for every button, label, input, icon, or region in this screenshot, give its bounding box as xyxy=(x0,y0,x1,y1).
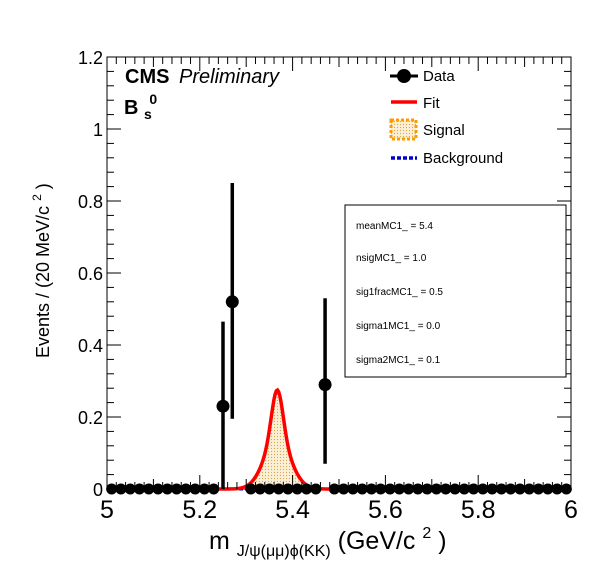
legend-signal-swatch xyxy=(389,118,418,141)
data-point xyxy=(430,483,442,495)
data-point xyxy=(412,483,424,495)
data-point xyxy=(486,483,498,495)
x-axis-title: m J/ψ(μμ)ϕ(KK) (GeV/c 2 ) xyxy=(209,516,447,562)
x-tick-label: 5.2 xyxy=(182,496,217,524)
data-point xyxy=(161,483,173,495)
data-point xyxy=(133,483,145,495)
data-point xyxy=(198,483,210,495)
data-point xyxy=(189,483,201,495)
data-point xyxy=(245,483,257,495)
data-point xyxy=(421,483,433,495)
legend: Data Fit Signal Background xyxy=(389,68,503,167)
x-tick-label: 6 xyxy=(564,496,578,524)
y-tick-label: 1.2 xyxy=(78,48,103,68)
data-point xyxy=(393,483,405,495)
y-tick-label: 0.6 xyxy=(78,264,103,284)
legend-label-signal: Signal xyxy=(423,122,465,139)
data-point xyxy=(505,483,517,495)
x-tick-label: 5 xyxy=(100,496,114,524)
legend-label-data: Data xyxy=(423,68,455,85)
data-point xyxy=(449,483,461,495)
data-point xyxy=(318,378,332,392)
axis-layer: 0 0.2 0.4 0.6 0.8 1 1.2 5 5.2 5.4 5.6 5.8 6 xyxy=(78,48,578,524)
cms-label: CMS xyxy=(125,66,169,88)
data-point xyxy=(143,483,155,495)
preliminary-label: Preliminary xyxy=(179,66,280,88)
y-tick-label: 0.4 xyxy=(78,336,103,356)
x-tick-label: 5.4 xyxy=(275,496,310,524)
x-tick-label: 5.6 xyxy=(368,496,403,524)
x-tick-label: 5.8 xyxy=(461,496,496,524)
x-axis-title-sup: 2 xyxy=(422,525,431,542)
param-mean: meanMC1_ = 5.4 xyxy=(356,221,433,232)
data-point xyxy=(338,483,350,495)
legend-item-background: Background xyxy=(391,150,503,167)
data-point xyxy=(458,483,470,495)
data-point xyxy=(124,483,136,495)
data-point xyxy=(282,483,294,495)
data-point xyxy=(403,483,415,495)
y-tick-label: 1 xyxy=(93,120,103,140)
legend-label-fit: Fit xyxy=(423,95,440,112)
legend-item-signal: Signal xyxy=(389,118,465,141)
data-point xyxy=(384,483,396,495)
particle-main: B xyxy=(124,97,138,119)
data-point xyxy=(356,483,368,495)
data-point xyxy=(514,483,526,495)
data-point xyxy=(347,483,359,495)
y-axis-title-sup: 2 xyxy=(30,194,44,201)
data-point xyxy=(180,483,192,495)
data-point xyxy=(440,483,452,495)
params-box: meanMC1_ = 5.4 nsigMC1_ = 1.0 sig1fracMC… xyxy=(344,204,567,378)
data-point xyxy=(328,483,340,495)
y-tick-label: 0 xyxy=(93,480,103,500)
data-point xyxy=(375,483,387,495)
data-point xyxy=(523,483,535,495)
y-tick-label: 0.8 xyxy=(78,192,103,212)
data-point xyxy=(291,483,303,495)
legend-data-marker xyxy=(397,69,411,83)
param-sig1frac: sig1fracMC1_ = 0.5 xyxy=(356,287,443,298)
data-point xyxy=(216,399,230,413)
data-point xyxy=(365,483,377,495)
x-axis-title-unit: (GeV/c xyxy=(338,527,416,555)
x-axis-title-main: m xyxy=(209,527,230,555)
particle-sub: s xyxy=(144,106,152,122)
x-axis-title-suffix: ) xyxy=(438,527,446,555)
data-point xyxy=(171,483,183,495)
data-point xyxy=(495,483,507,495)
y-axis-title: Events / (20 MeV/c 2 ) xyxy=(25,183,53,358)
legend-item-data: Data xyxy=(390,68,455,85)
data-point xyxy=(273,483,285,495)
data-point xyxy=(152,483,164,495)
data-point xyxy=(477,483,489,495)
particle-label: B s 0 xyxy=(124,91,157,124)
y-axis-title-main: Events / (20 MeV/c xyxy=(33,206,53,358)
data-point xyxy=(468,483,480,495)
y-tick-label: 0.2 xyxy=(78,408,103,428)
params-box-frame xyxy=(344,204,567,378)
y-axis-title-suffix: ) xyxy=(33,183,53,189)
legend-label-background: Background xyxy=(423,150,503,167)
data-point xyxy=(542,483,554,495)
legend-item-fit: Fit xyxy=(391,95,440,112)
data-point xyxy=(225,295,239,309)
x-axis-title-sub: J/ψ(μμ)ϕ(KK) xyxy=(237,543,331,560)
param-sigma2: sigma2MC1_ = 0.1 xyxy=(356,355,441,366)
particle-sup: 0 xyxy=(149,91,157,107)
data-point xyxy=(533,483,545,495)
data-point xyxy=(310,483,322,495)
data-point xyxy=(301,483,313,495)
param-sigma1: sigma1MC1_ = 0.0 xyxy=(356,321,441,332)
data-layer xyxy=(106,183,572,495)
data-point xyxy=(254,483,266,495)
param-nsig: nsigMC1_ = 1.0 xyxy=(356,253,427,264)
data-point xyxy=(263,483,275,495)
data-point xyxy=(208,483,220,495)
